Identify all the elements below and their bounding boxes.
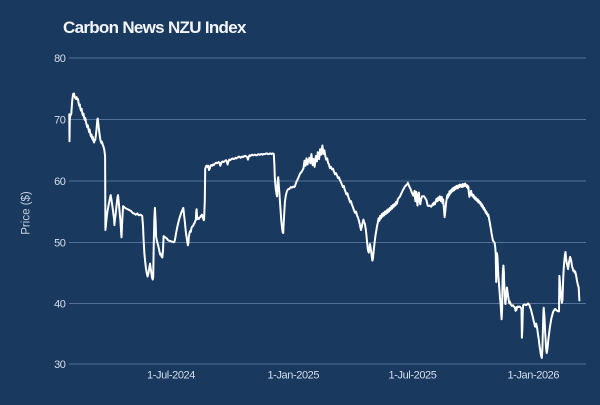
svg-text:70: 70 [54, 115, 66, 127]
svg-text:Carbon News NZU Index: Carbon News NZU Index [63, 18, 247, 37]
svg-text:1-Jan-2025: 1-Jan-2025 [267, 370, 319, 382]
svg-text:40: 40 [54, 299, 66, 311]
svg-text:60: 60 [54, 176, 66, 188]
svg-text:1-Jul-2024: 1-Jul-2024 [147, 370, 195, 382]
svg-text:1-Jul-2025: 1-Jul-2025 [389, 370, 437, 382]
svg-text:30: 30 [54, 359, 66, 371]
svg-text:80: 80 [54, 53, 66, 65]
svg-text:Price ($): Price ($) [21, 191, 33, 235]
svg-text:50: 50 [54, 238, 66, 250]
svg-text:1-Jan-2026: 1-Jan-2026 [507, 370, 559, 382]
